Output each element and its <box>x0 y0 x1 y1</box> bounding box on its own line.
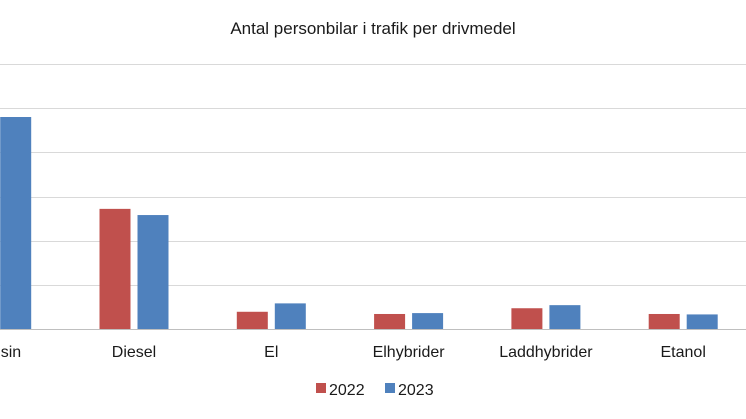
bar-2022-diesel <box>99 208 131 329</box>
category-label-laddhybrider: Laddhybrider <box>499 344 593 361</box>
bar-2023-laddhybrider <box>549 305 581 329</box>
bar-2022-el <box>236 311 268 329</box>
category-labels: Bensin Diesel El Elhybrider Laddhybrider Etan… <box>0 344 706 361</box>
legend-swatch-2023 <box>385 383 395 393</box>
category-label-el: El <box>264 344 278 361</box>
category-label-bensin: Bensin <box>0 344 21 361</box>
bars <box>0 117 718 329</box>
legend-swatch-2022 <box>316 383 326 393</box>
bar-2023-bensin <box>0 117 32 329</box>
category-label-etanol: Etanol <box>661 344 706 361</box>
bar-2023-elhybrider <box>412 313 444 329</box>
category-label-diesel: Diesel <box>112 344 156 361</box>
bar-2023-diesel <box>137 215 169 329</box>
bar-2022-laddhybrider <box>511 308 543 329</box>
legend-label-2023: 2023 <box>398 382 434 399</box>
legend: 2022 2023 <box>316 382 434 399</box>
legend-label-2022: 2022 <box>329 382 365 399</box>
bar-2023-el <box>274 303 306 329</box>
bar-2022-elhybrider <box>374 313 406 329</box>
chart-title: Antal personbilar i trafik per drivmedel <box>230 19 515 38</box>
bar-2022-etanol <box>648 313 680 329</box>
bar-2023-etanol <box>686 314 718 329</box>
category-label-elhybrider: Elhybrider <box>373 344 446 361</box>
